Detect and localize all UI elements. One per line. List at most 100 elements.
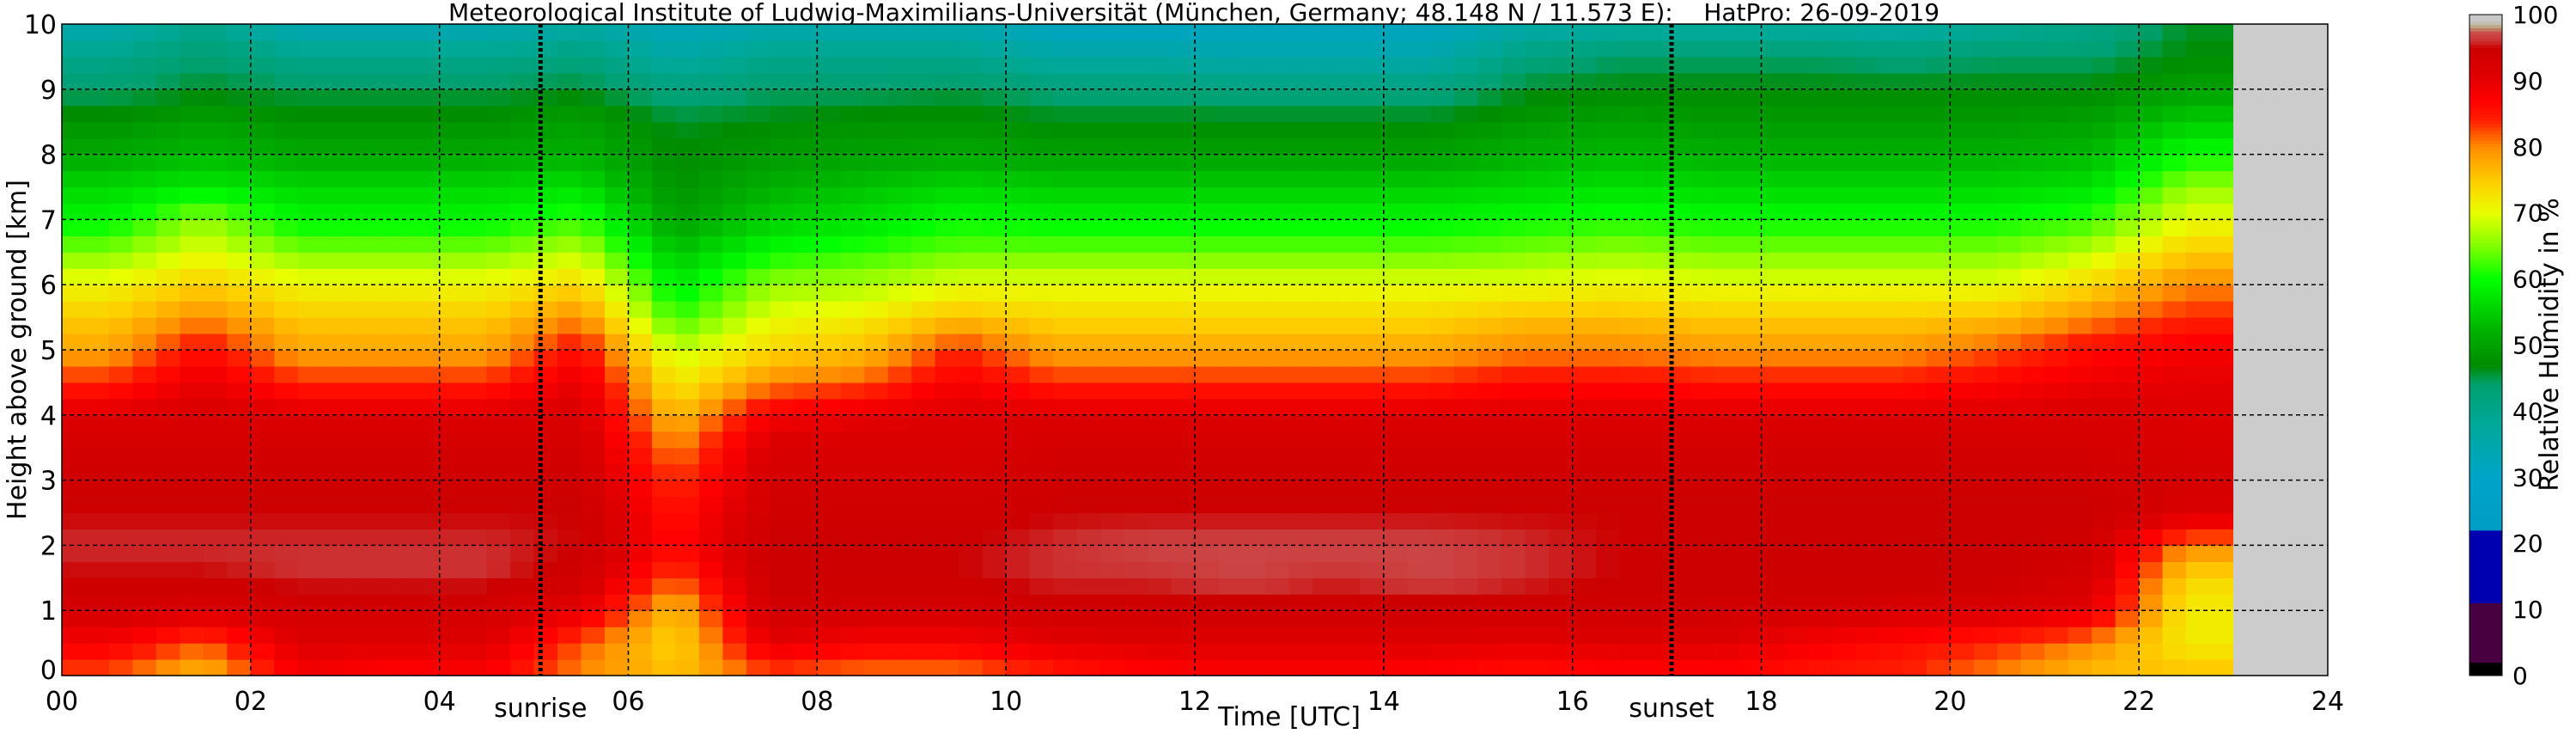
heatmap-cell — [698, 529, 724, 546]
heatmap-cell — [1926, 480, 1951, 498]
heatmap-cell — [1312, 317, 1337, 334]
heatmap-cell — [344, 219, 369, 236]
heatmap-cell — [1076, 414, 1101, 432]
heatmap-cell — [533, 268, 558, 285]
heatmap-cell — [1855, 154, 1880, 172]
heatmap-cell — [108, 431, 134, 449]
heatmap-cell — [1195, 659, 1220, 676]
heatmap-cell — [581, 301, 606, 318]
heatmap-cell — [2139, 414, 2164, 432]
heatmap-cell — [344, 301, 369, 318]
heatmap-cell — [533, 496, 558, 514]
heatmap-cell — [1903, 203, 1927, 220]
heatmap-cell — [1855, 219, 1880, 236]
heatmap-cell — [1855, 89, 1880, 107]
heatmap-cell — [982, 545, 1007, 562]
heatmap-cell — [1241, 610, 1267, 627]
heatmap-cell — [439, 56, 464, 74]
heatmap-cell — [817, 578, 842, 595]
heatmap-cell — [2139, 447, 2164, 465]
colorbar-segment — [2469, 649, 2502, 653]
heatmap-cell — [1265, 594, 1290, 611]
heatmap-cell — [1053, 24, 1078, 41]
heatmap-cell — [1218, 561, 1243, 578]
heatmap-cell — [1738, 545, 1763, 562]
heatmap-cell — [1714, 643, 1739, 660]
heatmap-cell — [1053, 317, 1078, 334]
heatmap-cell — [840, 89, 865, 107]
heatmap-cell — [1950, 72, 1975, 90]
heatmap-cell — [2020, 170, 2045, 188]
heatmap-cell — [1312, 219, 1337, 236]
heatmap-cell — [1501, 512, 1526, 530]
heatmap-cell — [1761, 561, 1786, 578]
heatmap-cell — [1926, 138, 1951, 156]
heatmap-cell — [887, 121, 912, 139]
heatmap-cell — [1997, 219, 2022, 236]
colorbar-segment — [2469, 411, 2502, 415]
heatmap-cell — [1973, 463, 1998, 481]
heatmap-cell — [368, 89, 393, 107]
heatmap-cell — [793, 627, 818, 644]
heatmap-cell — [1029, 219, 1054, 236]
heatmap-cell — [1690, 301, 1715, 318]
heatmap-cell — [1171, 89, 1196, 107]
heatmap-cell — [321, 545, 346, 562]
heatmap-cell — [557, 187, 582, 205]
heatmap-cell — [605, 463, 630, 481]
heatmap-cell — [2139, 284, 2164, 302]
heatmap-cell — [1903, 643, 1927, 660]
heatmap-cell — [1879, 480, 1903, 498]
colorbar-segment — [2469, 266, 2502, 270]
heatmap-cell — [1336, 40, 1361, 58]
heatmap-cell — [1501, 170, 1526, 188]
heatmap-cell — [1029, 72, 1054, 90]
heatmap-cell — [722, 252, 747, 269]
heatmap-cell — [439, 105, 464, 123]
heatmap-cell — [722, 610, 747, 627]
heatmap-cell — [203, 138, 228, 156]
heatmap-cell — [1148, 89, 1172, 107]
heatmap-cell — [2139, 365, 2164, 383]
heatmap-cell — [1643, 496, 1668, 514]
heatmap-cell — [1076, 105, 1101, 123]
heatmap-cell — [1407, 643, 1432, 660]
colorbar-segment — [2469, 107, 2502, 112]
heatmap-cell — [1241, 512, 1267, 530]
heatmap-cell — [1525, 56, 1550, 74]
heatmap-cell — [2162, 40, 2187, 58]
heatmap-cell — [510, 431, 535, 449]
heatmap-cell — [368, 170, 393, 188]
heatmap-cell — [2162, 24, 2187, 41]
heatmap-cell — [227, 365, 252, 383]
heatmap-cell — [344, 545, 369, 562]
heatmap-cell — [1407, 627, 1432, 644]
heatmap-cell — [1265, 252, 1290, 269]
heatmap-cell — [1218, 301, 1243, 318]
heatmap-cell — [1501, 496, 1526, 514]
heatmap-cell — [581, 659, 606, 676]
heatmap-cell — [675, 545, 700, 562]
colorbar-segment — [2469, 672, 2502, 676]
heatmap-cell — [1501, 40, 1526, 58]
heatmap-cell — [1360, 187, 1385, 205]
heatmap-cell — [486, 268, 511, 285]
heatmap-cell — [1100, 203, 1125, 220]
heatmap-cell — [2067, 643, 2092, 660]
heatmap-cell — [1501, 56, 1526, 74]
heatmap-cell — [297, 643, 322, 660]
heatmap-cell — [62, 40, 87, 58]
heatmap-cell — [1643, 333, 1668, 351]
heatmap-cell — [1879, 105, 1903, 123]
heatmap-cell — [1383, 252, 1408, 269]
heatmap-cell — [1477, 105, 1502, 123]
heatmap-cell — [959, 170, 984, 188]
heatmap-cell — [793, 301, 818, 318]
heatmap-cell — [227, 72, 252, 90]
heatmap-cell — [770, 317, 795, 334]
heatmap-cell — [486, 350, 511, 367]
heatmap-cell — [1714, 24, 1739, 41]
heatmap-cell — [1619, 24, 1644, 41]
heatmap-cell — [722, 529, 747, 546]
heatmap-cell — [605, 24, 630, 41]
